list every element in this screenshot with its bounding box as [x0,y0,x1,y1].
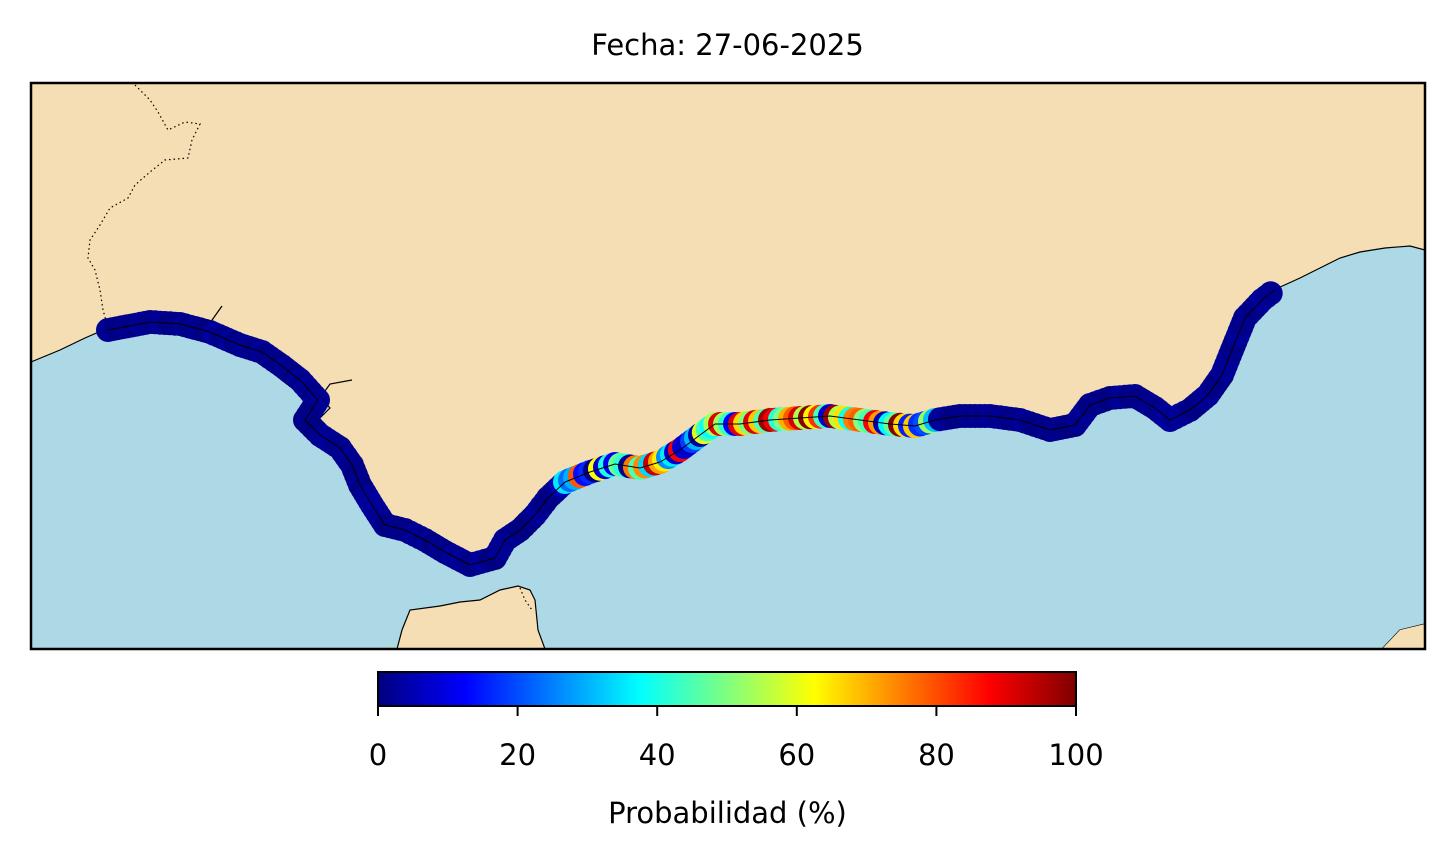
map-title: Fecha: 27-06-2025 [591,28,864,62]
coastline [107,289,1276,566]
map-frame [29,81,1427,651]
colorbar-tick-label: 80 [917,738,955,772]
border-line [87,84,201,329]
colorbar-tick-label: 0 [368,738,388,772]
colorbar [377,671,1077,707]
land-area [1382,624,1425,649]
colorbar-ticks [377,706,1077,716]
colorbar-label: Probabilidad (%) [608,796,847,830]
colorbar-tick-label: 20 [499,738,537,772]
colorbar-tick-label: 40 [638,738,676,772]
colorbar-tick-label: 60 [778,738,816,772]
colorbar-tick-label: 100 [1048,738,1104,772]
probability-points [96,281,1283,577]
